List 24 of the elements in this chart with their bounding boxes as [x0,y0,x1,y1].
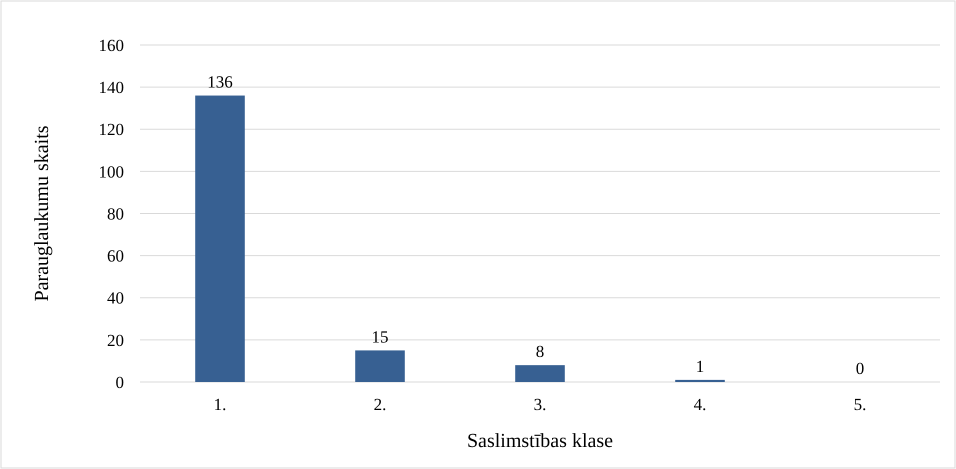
y-tick-label: 120 [98,120,124,140]
data-label: 15 [372,327,388,346]
x-tick-label: 2. [374,395,386,414]
y-tick-label: 0 [116,372,124,392]
bar [195,96,245,382]
y-axis-title: Parauglaukumu skaits [31,125,53,302]
x-tick-label: 1. [214,395,226,414]
bar [355,350,405,382]
x-axis-title: Saslimstības klase [466,430,614,452]
y-tick-label: 140 [98,78,124,98]
x-tick-label: 3. [534,395,546,414]
data-label: 136 [207,72,233,92]
y-tick-label: 100 [98,162,124,182]
y-tick-label: 80 [107,204,124,224]
y-tick-label: 20 [107,330,124,350]
data-label: 0 [856,359,864,378]
y-tick-label: 160 [98,36,124,55]
x-tick-label: 5. [854,395,866,414]
y-tick-label: 60 [107,246,124,266]
bar [515,365,565,382]
data-label: 8 [536,342,544,362]
y-tick-label: 40 [107,288,124,308]
data-label: 1 [696,356,704,376]
x-tick-label: 4. [694,395,706,414]
